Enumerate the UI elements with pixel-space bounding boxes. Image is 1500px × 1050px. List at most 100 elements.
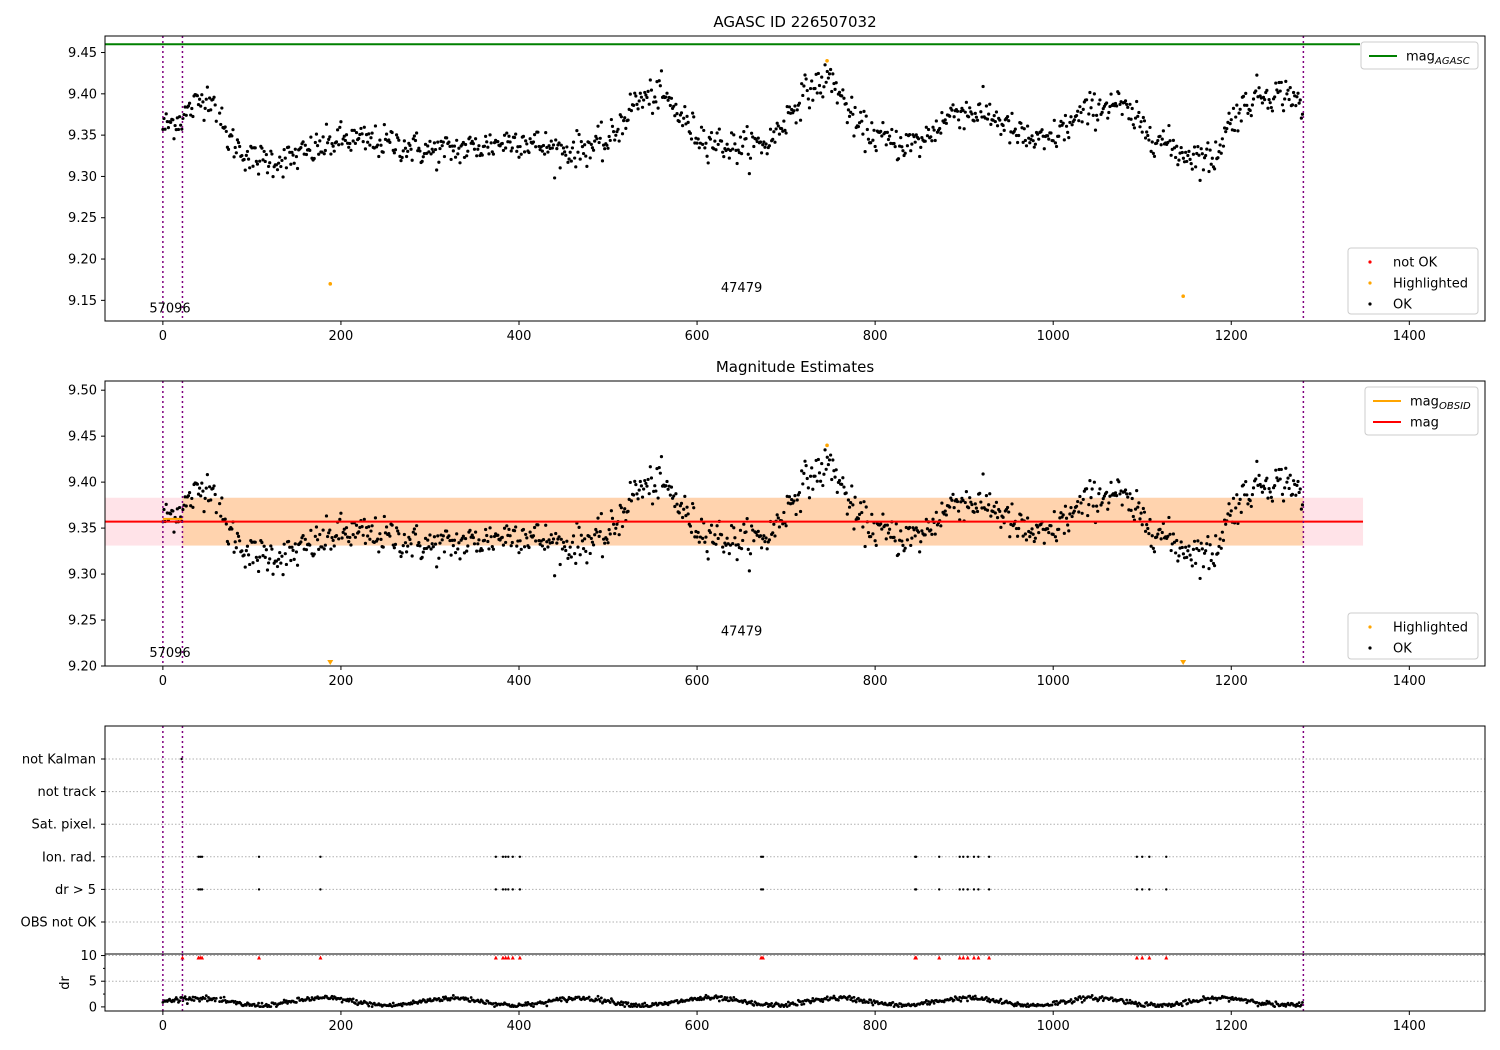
ok-point: [303, 537, 307, 541]
flag-point: [504, 855, 507, 858]
ok-point: [408, 143, 412, 147]
ok-point: [973, 502, 977, 506]
ok-point: [636, 107, 640, 111]
ok-point: [614, 133, 618, 137]
ok-point: [195, 482, 199, 486]
flag-point: [1148, 888, 1151, 891]
ok-point: [575, 129, 579, 133]
ok-point: [970, 112, 974, 116]
ok-point: [1234, 115, 1238, 119]
ok-point: [1160, 530, 1164, 535]
flag-row-label: dr > 5: [55, 883, 96, 898]
ok-point: [1180, 150, 1184, 155]
ok-point: [563, 545, 567, 549]
ok-point: [315, 144, 320, 148]
ok-point: [675, 112, 679, 116]
ok-point: [1128, 492, 1132, 496]
ok-point: [879, 129, 883, 133]
ok-point: [1255, 73, 1259, 77]
ok-point: [603, 541, 607, 545]
dr-clipped-marker: [510, 955, 515, 960]
ok-point: [288, 545, 292, 549]
ok-point: [626, 118, 630, 122]
ok-point: [452, 144, 457, 148]
ok-point: [782, 510, 786, 515]
ok-point: [197, 486, 202, 490]
ok-point: [725, 536, 729, 540]
ok-point: [640, 105, 645, 109]
ok-point: [445, 529, 449, 533]
ok-point: [171, 118, 175, 122]
ok-point: [1284, 79, 1288, 83]
ok-point: [1245, 103, 1249, 107]
dr-point: [1256, 1004, 1260, 1008]
dr-point: [850, 996, 854, 1000]
ok-point: [501, 543, 506, 547]
dr-point: [1136, 1004, 1140, 1008]
ok-point: [872, 128, 876, 132]
ok-point: [1196, 145, 1200, 149]
ok-point: [525, 142, 529, 146]
ok-point: [1208, 148, 1212, 152]
ok-point: [309, 135, 313, 139]
ok-point: [288, 150, 292, 154]
ok-point: [519, 547, 523, 551]
flag-point: [759, 855, 763, 858]
ok-point: [172, 530, 176, 534]
ok-point: [934, 119, 938, 123]
ok-point: [967, 506, 971, 510]
ok-point: [807, 106, 812, 110]
ok-point: [879, 522, 883, 526]
ok-point: [862, 500, 866, 504]
flag-point: [958, 888, 961, 891]
ok-point: [692, 115, 696, 119]
dr-point: [971, 995, 975, 999]
dr-point: [1015, 1004, 1018, 1007]
ok-point: [1030, 134, 1034, 138]
ok-point: [436, 534, 440, 538]
ok-point: [1198, 178, 1202, 182]
ok-point: [1286, 88, 1290, 92]
ok-point: [1022, 127, 1026, 131]
dr-point: [618, 1003, 622, 1007]
ok-point: [269, 149, 273, 153]
dr-point: [727, 999, 731, 1003]
ok-point: [214, 511, 218, 515]
ok-point: [684, 514, 688, 518]
ok-point: [924, 517, 928, 521]
ok-point: [1185, 159, 1189, 164]
ok-point: [468, 135, 472, 139]
ok-point: [1080, 120, 1084, 124]
ok-point: [1057, 134, 1061, 138]
ok-point: [584, 154, 588, 158]
ok-point: [749, 131, 754, 135]
ok-point: [541, 143, 546, 148]
ok-point: [666, 98, 670, 102]
ok-point: [930, 139, 934, 143]
x-tick-label: 200: [329, 1019, 354, 1034]
ok-point: [1072, 118, 1076, 122]
flag-point: [504, 888, 507, 891]
dr-point: [765, 1002, 769, 1006]
ok-point: [560, 152, 565, 156]
ok-point: [500, 535, 504, 539]
ok-point: [186, 104, 191, 108]
dr-point: [410, 1002, 414, 1006]
ok-point: [546, 545, 550, 549]
dr-point: [799, 1000, 802, 1004]
ok-point: [485, 140, 489, 144]
ok-point: [647, 492, 651, 496]
ok-point: [268, 557, 272, 561]
ok-point: [1160, 137, 1164, 141]
ok-point: [968, 106, 972, 110]
legend-label: OK: [1393, 642, 1412, 657]
ok-point: [1021, 534, 1025, 538]
dr-point: [1273, 1005, 1277, 1008]
ok-point: [744, 136, 748, 141]
ok-point: [343, 138, 347, 143]
ok-point: [899, 136, 903, 140]
ok-point: [800, 469, 804, 473]
dr-point: [295, 1001, 298, 1004]
